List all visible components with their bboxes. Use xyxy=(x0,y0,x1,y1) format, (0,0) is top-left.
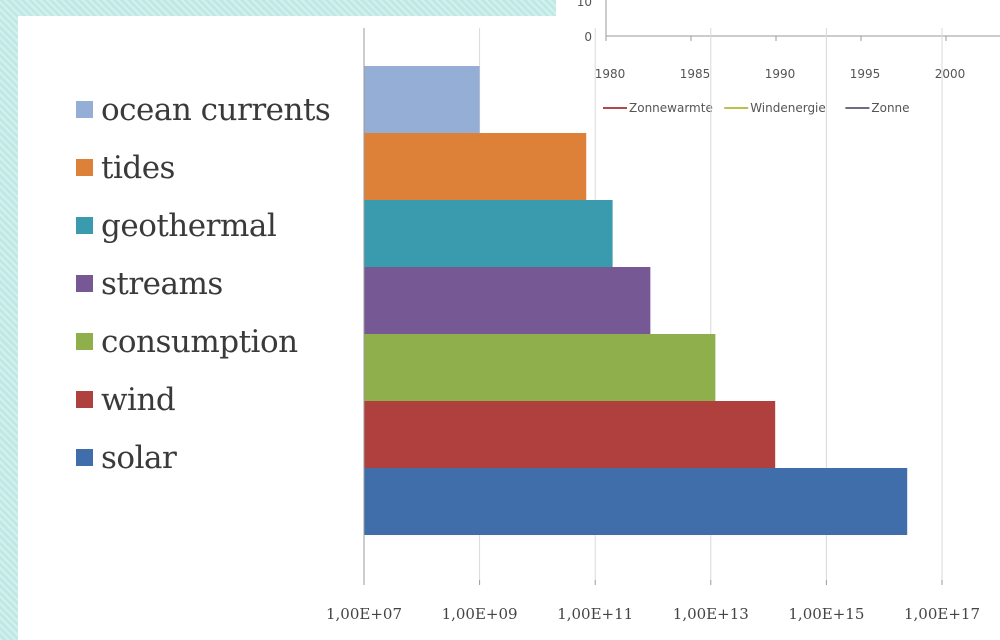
x-tick-label: 1,00E+09 xyxy=(442,605,518,623)
inset-y-tick-label: 0 xyxy=(584,30,592,44)
x-tick-label: 1,00E+07 xyxy=(326,605,402,623)
legend-label: ocean currents xyxy=(101,91,331,128)
legend-swatch xyxy=(76,333,93,350)
inset-x-tick-label: 2000 xyxy=(935,67,966,81)
inset-y-tick-label: 10 xyxy=(577,0,592,9)
chart-legend: ocean currents tides geothermal streams cons… xyxy=(76,76,331,491)
inset-x-tick-label: 1985 xyxy=(680,67,711,81)
legend-swatch xyxy=(76,217,93,234)
legend-swatch xyxy=(76,391,93,408)
inset-x-tick-label: 1980 xyxy=(595,67,626,81)
inset-legend-label: Windenergie xyxy=(750,101,826,115)
legend-label: geothermal xyxy=(101,207,277,244)
legend-item-ocean-currents: ocean currents xyxy=(76,76,331,143)
legend-item-streams: streams xyxy=(76,250,330,317)
legend-label: tides xyxy=(101,149,175,186)
legend-swatch xyxy=(76,449,93,466)
x-tick-label: 1,00E+15 xyxy=(788,605,864,623)
x-tick-label: 1,00E+13 xyxy=(673,605,749,623)
x-tick-label: 1,00E+17 xyxy=(904,605,980,623)
inset-legend-label: Zonne xyxy=(871,101,909,115)
bar-solar xyxy=(364,468,908,535)
bar-geothermal xyxy=(364,200,613,267)
bar-wind xyxy=(364,401,776,468)
bar-consumption xyxy=(364,334,716,401)
legend-item-wind: wind xyxy=(76,366,330,433)
x-tick-label: 1,00E+11 xyxy=(557,605,633,623)
inset-line-chart: 10 0 1980 1985 1990 1995 2000 Zonnewarmte Winden… xyxy=(556,0,1000,125)
inset-legend-label: Zonnewarmte xyxy=(629,101,713,115)
legend-swatch xyxy=(76,159,93,176)
legend-label: consumption xyxy=(101,323,298,360)
legend-label: streams xyxy=(101,265,223,302)
inset-background xyxy=(556,0,1000,125)
inset-x-tick-label: 1990 xyxy=(765,67,796,81)
legend-swatch xyxy=(76,101,93,118)
legend-label: solar xyxy=(101,439,177,476)
legend-item-geothermal: geothermal xyxy=(76,192,330,259)
legend-label: wind xyxy=(101,381,176,418)
legend-item-tides: tides xyxy=(76,134,330,201)
legend-item-solar: solar xyxy=(76,424,330,491)
inset-x-tick-label: 1995 xyxy=(850,67,881,81)
bar-ocean-currents xyxy=(364,66,480,133)
bar-streams xyxy=(364,267,651,334)
legend-item-consumption: consumption xyxy=(76,308,330,375)
legend-swatch xyxy=(76,275,93,292)
bar-tides xyxy=(364,133,587,200)
